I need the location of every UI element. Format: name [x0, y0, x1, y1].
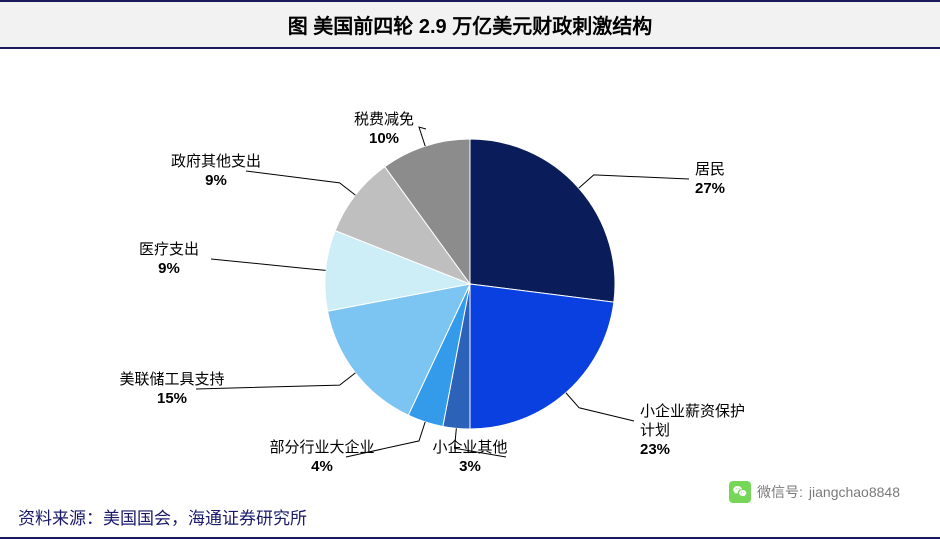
chart-title: 图 美国前四轮 2.9 万亿美元财政刺激结构	[288, 16, 652, 38]
slice-label: 税费减免10%	[354, 111, 414, 149]
slice-label: 部分行业大企业4%	[269, 439, 374, 477]
slice-label: 居民27%	[695, 161, 725, 199]
source-footer: 资料来源：美国国会，海通证券研究所	[18, 504, 307, 529]
watermark-id: jiangchao8848	[809, 484, 900, 500]
slice-label: 美联储工具支持15%	[119, 371, 224, 409]
leader-line	[579, 175, 689, 188]
leader-line	[566, 393, 634, 421]
leader-line	[211, 259, 326, 270]
pie-slice	[470, 284, 614, 429]
pie-slice	[470, 139, 615, 302]
leader-line	[246, 171, 355, 195]
watermark: 微信号: jiangchao8848	[729, 481, 900, 503]
chart-title-bar: 图 美国前四轮 2.9 万亿美元财政刺激结构	[0, 0, 940, 49]
slice-label: 小企业薪资保护计划23%	[640, 403, 745, 459]
wechat-icon	[729, 481, 751, 503]
watermark-prefix: 微信号:	[757, 482, 803, 502]
slice-label: 医疗支出9%	[139, 241, 199, 279]
leader-line	[419, 127, 426, 146]
slice-label: 政府其他支出9%	[171, 153, 261, 191]
pie-chart: 居民27% 小企业薪资保护计划23% 小企业其他3% 部分行业大企业4% 美联储工具支持…	[0, 49, 940, 479]
slice-label: 小企业其他3%	[432, 439, 507, 477]
